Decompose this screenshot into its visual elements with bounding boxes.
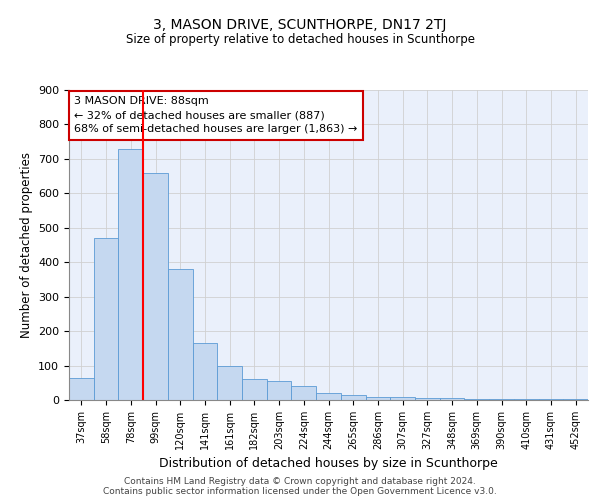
Bar xyxy=(489,398,514,400)
Y-axis label: Number of detached properties: Number of detached properties xyxy=(20,152,32,338)
Bar xyxy=(415,398,440,400)
Bar xyxy=(242,380,267,400)
Bar xyxy=(267,381,292,400)
Bar xyxy=(94,238,118,400)
Bar xyxy=(118,148,143,400)
Bar xyxy=(341,395,365,400)
Bar xyxy=(440,398,464,400)
Text: Contains HM Land Registry data © Crown copyright and database right 2024.: Contains HM Land Registry data © Crown c… xyxy=(124,478,476,486)
Text: Contains public sector information licensed under the Open Government Licence v3: Contains public sector information licen… xyxy=(103,488,497,496)
X-axis label: Distribution of detached houses by size in Scunthorpe: Distribution of detached houses by size … xyxy=(159,458,498,470)
Bar xyxy=(69,378,94,400)
Bar xyxy=(365,396,390,400)
Bar xyxy=(514,398,539,400)
Bar xyxy=(193,343,217,400)
Bar xyxy=(464,398,489,400)
Text: Size of property relative to detached houses in Scunthorpe: Size of property relative to detached ho… xyxy=(125,32,475,46)
Bar xyxy=(539,398,563,400)
Bar xyxy=(168,269,193,400)
Bar xyxy=(217,366,242,400)
Bar xyxy=(563,399,588,400)
Text: 3, MASON DRIVE, SCUNTHORPE, DN17 2TJ: 3, MASON DRIVE, SCUNTHORPE, DN17 2TJ xyxy=(154,18,446,32)
Bar xyxy=(143,172,168,400)
Bar xyxy=(292,386,316,400)
Text: 3 MASON DRIVE: 88sqm
← 32% of detached houses are smaller (887)
68% of semi-deta: 3 MASON DRIVE: 88sqm ← 32% of detached h… xyxy=(74,96,358,134)
Bar xyxy=(390,397,415,400)
Bar xyxy=(316,393,341,400)
